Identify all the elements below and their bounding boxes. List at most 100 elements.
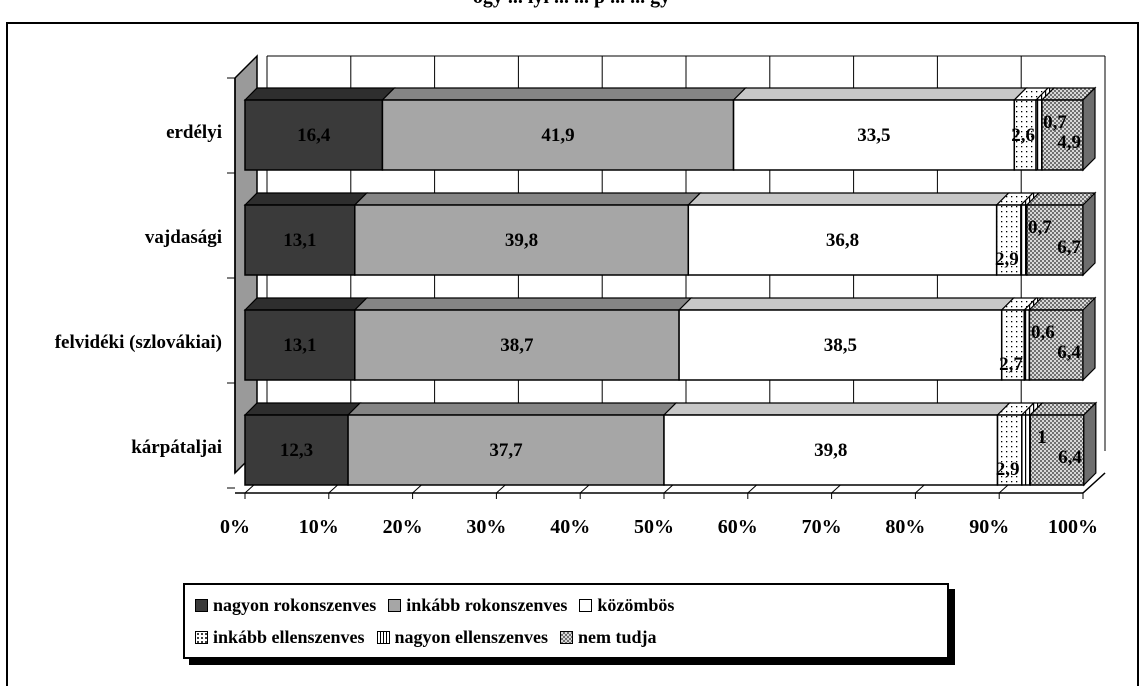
bar-top-face xyxy=(732,87,1028,101)
bar-top-face xyxy=(243,192,369,206)
legend-swatch xyxy=(560,630,574,644)
bar-top-face xyxy=(346,402,678,416)
x-tick-label: 30% xyxy=(466,516,506,538)
bar-segment xyxy=(1028,309,1084,381)
data-label: 38,5 xyxy=(824,335,857,356)
legend-label: nem tudja xyxy=(578,626,657,647)
bar-segment xyxy=(663,414,999,486)
data-label: 2,9 xyxy=(996,459,1020,480)
data-label: 2,7 xyxy=(999,354,1023,375)
data-label: 39,8 xyxy=(814,440,847,461)
legend-row-2: inkább ellenszenves nagyon ellenszenves ne… xyxy=(195,625,669,649)
legend-row-1: nagyon rokonszenves inkább rokonszenves kö… xyxy=(195,593,686,617)
x-tick-label: 10% xyxy=(299,516,339,538)
legend-label: inkább rokonszenves xyxy=(406,594,568,615)
legend-item: nagyon rokonszenves xyxy=(195,595,376,616)
legend-swatch xyxy=(376,630,390,644)
legend-item: nagyon ellenszenves xyxy=(376,626,549,648)
bar-segment xyxy=(244,414,349,486)
bar-segment xyxy=(678,309,1003,381)
bar-top-face xyxy=(380,87,748,101)
x-axis-depth xyxy=(1082,472,1106,494)
data-label: 12,3 xyxy=(280,440,313,461)
bar-segment xyxy=(347,414,665,486)
x-tick-label: 70% xyxy=(802,516,842,538)
data-label: 37,7 xyxy=(489,440,523,461)
data-label: 0,7 xyxy=(1043,112,1067,133)
bar-top-face xyxy=(662,402,1011,416)
x-tick-label: 100% xyxy=(1048,516,1098,538)
data-label: 6,4 xyxy=(1057,342,1081,363)
bar-segment xyxy=(244,309,356,381)
bar-segment xyxy=(1041,99,1084,171)
legend-item: nem tudja xyxy=(560,627,657,648)
bar-segment xyxy=(687,204,998,276)
data-label: 0,7 xyxy=(1028,217,1052,238)
x-tick-label: 20% xyxy=(383,516,423,538)
chart-legend: nagyon rokonszenves inkább rokonszenves kö… xyxy=(183,583,949,659)
chart-frame xyxy=(6,22,1139,686)
data-label: 16,4 xyxy=(297,125,331,146)
x-tick-label: 90% xyxy=(969,516,1009,538)
data-label: 41,9 xyxy=(541,125,574,146)
bar-side-face xyxy=(1083,401,1097,487)
legend-label: nagyon ellenszenves xyxy=(394,626,549,647)
legend-label: inkább ellenszenves xyxy=(213,626,365,647)
bar-top-face xyxy=(243,402,362,416)
bar-segment xyxy=(1020,204,1028,276)
legend-swatch xyxy=(195,598,208,612)
legend-swatch xyxy=(388,598,402,612)
bar-segment xyxy=(996,414,1023,486)
category-label: kárpátaljai xyxy=(131,437,222,458)
category-label: vajdasági xyxy=(145,227,222,248)
legend-item: inkább rokonszenves xyxy=(388,595,567,616)
bar-top-face xyxy=(243,297,369,311)
bar-segment xyxy=(1035,99,1043,171)
data-label: 1 xyxy=(1037,427,1047,448)
bar-segment xyxy=(1021,414,1031,486)
legend-swatch xyxy=(579,598,593,612)
bar-segment xyxy=(732,99,1016,171)
data-label: 6,7 xyxy=(1057,237,1081,258)
legend-item: közömbös xyxy=(579,595,674,616)
bar-segment xyxy=(1023,309,1031,381)
bar-segment xyxy=(354,309,680,381)
x-tick-label: 60% xyxy=(718,516,758,538)
x-tick-label: 50% xyxy=(634,516,674,538)
data-label: 38,7 xyxy=(500,335,534,356)
bar-side-face xyxy=(1082,191,1096,277)
bar-side-face xyxy=(1082,296,1096,382)
legend-label: nagyon rokonszenves xyxy=(213,594,377,615)
category-label: erdélyi xyxy=(166,122,222,143)
data-label: 6,4 xyxy=(1058,447,1082,468)
bar-segment xyxy=(381,99,735,171)
bar-segment xyxy=(244,204,356,276)
data-label: 4,9 xyxy=(1057,132,1081,153)
category-label: felvidéki (szlovákiai) xyxy=(55,332,222,353)
bar-segment xyxy=(354,204,690,276)
x-tick-label: 80% xyxy=(885,516,925,538)
bar-top-face xyxy=(243,87,396,101)
bar-top-face xyxy=(686,192,1011,206)
legend-item: inkább ellenszenves xyxy=(195,627,365,648)
legend-swatch xyxy=(195,630,208,644)
data-label: 13,1 xyxy=(283,335,316,356)
data-label: 0,6 xyxy=(1031,322,1055,343)
bar-segment xyxy=(1029,414,1085,486)
data-label: 33,5 xyxy=(857,125,890,146)
bar-top-face xyxy=(677,297,1016,311)
bar-top-face xyxy=(353,297,693,311)
x-tick-label: 40% xyxy=(550,516,590,538)
data-label: 2,9 xyxy=(995,249,1019,270)
data-label: 13,1 xyxy=(283,230,316,251)
legend-label: közömbös xyxy=(597,594,675,615)
bar-side-face xyxy=(1082,86,1096,172)
data-label: 39,8 xyxy=(505,230,538,251)
data-label: 2,6 xyxy=(1011,125,1035,146)
chart-title-fragment: ogy ... lyi ... ... p ... ... gy xyxy=(0,0,1143,8)
x-tick-label: 0% xyxy=(220,516,250,538)
bar-segment xyxy=(244,99,384,171)
data-label: 36,8 xyxy=(826,230,859,251)
bar-top-face xyxy=(353,192,702,206)
